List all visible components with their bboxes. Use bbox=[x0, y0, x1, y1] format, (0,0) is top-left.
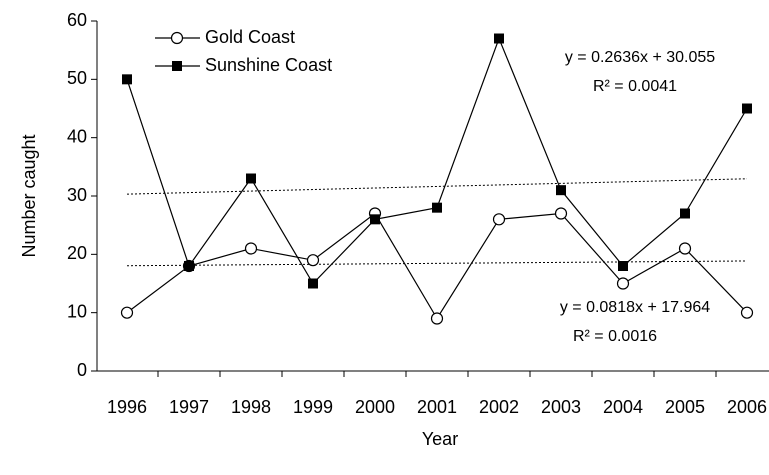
point bbox=[680, 208, 690, 219]
trend-r2: R² = 0.0041 bbox=[593, 78, 677, 95]
x-tick-label: 2002 bbox=[479, 397, 519, 417]
point bbox=[122, 74, 132, 85]
x-tick-label: 2005 bbox=[665, 397, 705, 417]
y-tick-label: 40 bbox=[67, 126, 87, 146]
x-axis-label: Year bbox=[422, 429, 458, 449]
point bbox=[246, 173, 256, 184]
y-tick-label: 50 bbox=[67, 68, 87, 88]
point bbox=[170, 31, 184, 45]
point bbox=[618, 261, 628, 271]
point bbox=[556, 185, 566, 196]
y-tick-label: 60 bbox=[67, 10, 87, 30]
point bbox=[616, 277, 630, 290]
y-tick-label: 30 bbox=[67, 185, 87, 205]
x-tick-label: 1998 bbox=[231, 397, 271, 417]
point bbox=[494, 33, 504, 44]
trend-line bbox=[126, 178, 748, 195]
point bbox=[120, 306, 134, 319]
series-line bbox=[126, 36, 748, 285]
point bbox=[184, 261, 194, 271]
point bbox=[492, 213, 506, 226]
legend-label: Sunshine Coast bbox=[205, 55, 332, 75]
x-tick-label: 1999 bbox=[293, 397, 333, 417]
y-tick-label: 0 bbox=[77, 360, 87, 380]
point bbox=[172, 61, 182, 71]
y-tick-label: 10 bbox=[67, 301, 87, 321]
point bbox=[308, 278, 318, 289]
point bbox=[740, 306, 754, 319]
x-tick-label: 2004 bbox=[603, 397, 643, 417]
x-tick-label: 1996 bbox=[107, 397, 147, 417]
x-tick-label: 2000 bbox=[355, 397, 395, 417]
point bbox=[244, 242, 258, 255]
legend-label: Gold Coast bbox=[205, 27, 295, 47]
x-tick-label: 1997 bbox=[169, 397, 209, 417]
point bbox=[742, 103, 752, 114]
x-tick-label: 2006 bbox=[727, 397, 767, 417]
trend-r2: R² = 0.0016 bbox=[573, 328, 657, 345]
point bbox=[306, 254, 320, 267]
y-axis-label: Number caught bbox=[19, 134, 39, 257]
y-tick-label: 20 bbox=[67, 243, 87, 263]
x-tick-label: 2001 bbox=[417, 397, 457, 417]
trend-line bbox=[126, 260, 748, 267]
x-tick-label: 2003 bbox=[541, 397, 581, 417]
trend-equation: y = 0.2636x + 30.055 bbox=[565, 49, 715, 66]
point bbox=[432, 202, 442, 213]
point bbox=[370, 214, 380, 225]
trend-equation: y = 0.0818x + 17.964 bbox=[560, 299, 710, 316]
point bbox=[554, 207, 568, 220]
point bbox=[430, 312, 444, 325]
point bbox=[678, 242, 692, 255]
